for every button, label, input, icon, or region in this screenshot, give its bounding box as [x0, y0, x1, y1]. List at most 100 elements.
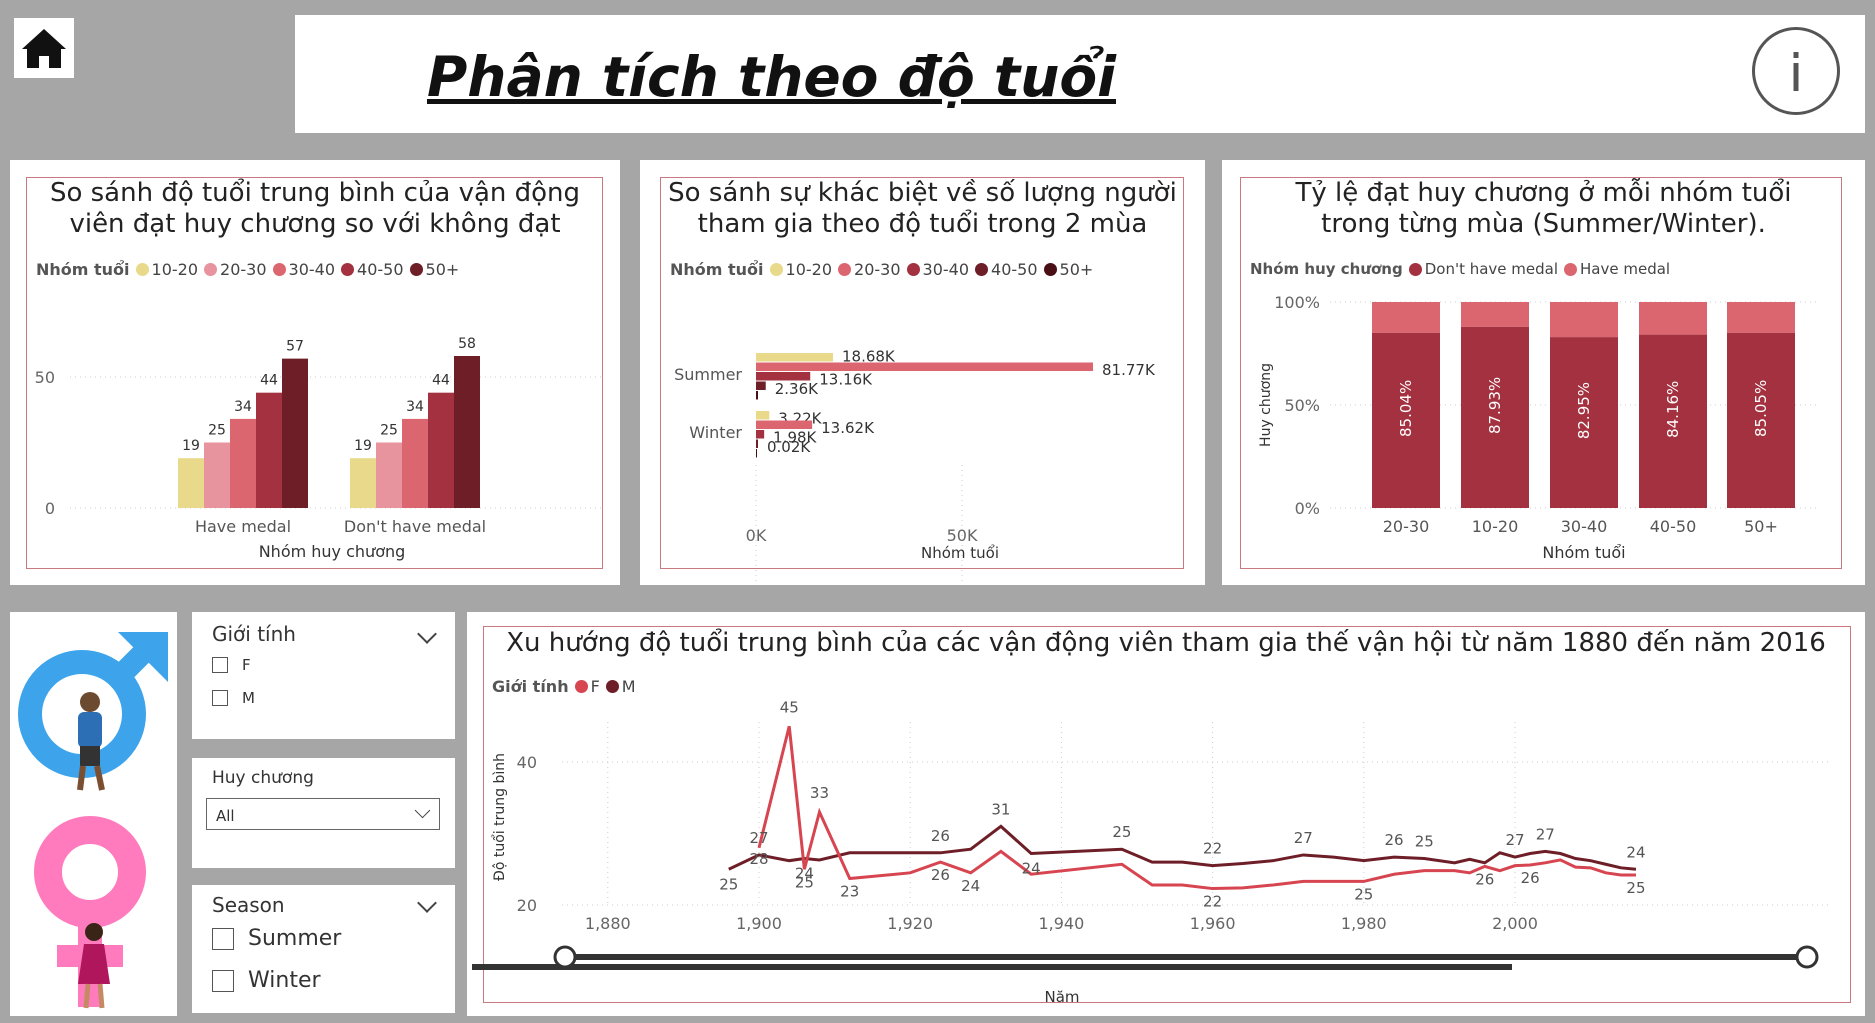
x-tick-label: 30-40	[1561, 517, 1608, 536]
gender-option-m[interactable]: M	[212, 689, 255, 707]
chart3-title: Tỷ lệ đạt huy chương ở mỗi nhóm tuổi tro…	[1295, 178, 1792, 240]
chart1-legend-item[interactable]: 50+	[409, 260, 459, 279]
chart1-legend-title: Nhóm tuổi	[36, 260, 130, 279]
x-axis-title: Năm	[1044, 988, 1079, 1006]
bar[interactable]	[178, 458, 204, 508]
bar[interactable]	[756, 362, 1093, 372]
chart3-legend: Nhóm huy chương Don't have medal Have meda…	[1250, 260, 1676, 278]
x-tick-label: 1,940	[1038, 914, 1084, 933]
bar[interactable]	[756, 430, 765, 439]
bar[interactable]	[756, 411, 770, 420]
medal-dropdown[interactable]: All	[206, 798, 440, 830]
chart3-legend-item[interactable]: Don't have medal	[1408, 260, 1558, 278]
data-label: 26	[1384, 831, 1403, 849]
chart2-legend-item[interactable]: 10-20	[769, 260, 832, 279]
legend-dot	[204, 263, 218, 276]
y-axis-title: Độ tuổi trung bình	[491, 753, 508, 881]
y-tick-label: 100%	[1274, 293, 1320, 312]
chart3-plot: 0% 50% 100% Huy chương 85.04% 20-30 87.93% 10-2…	[1258, 293, 1820, 562]
data-label: 57	[286, 339, 304, 355]
bar-dont-have-medal[interactable]	[1461, 326, 1529, 508]
bar-dont-have-medal[interactable]	[1639, 334, 1707, 508]
gender-option-f[interactable]: F	[212, 656, 251, 674]
home-button[interactable]	[14, 18, 74, 78]
y-tick-label: 40	[517, 753, 537, 772]
chart1-title: So sánh độ tuổi trung bình của vận động …	[49, 178, 581, 240]
bar[interactable]	[756, 353, 833, 362]
bar[interactable]	[756, 381, 766, 391]
data-label: 45	[780, 698, 799, 716]
bar[interactable]	[376, 442, 402, 508]
x-tick-label: Have medal	[195, 517, 291, 536]
legend-dot	[975, 263, 989, 276]
chevron-down-icon[interactable]	[417, 893, 437, 913]
chart2-legend-item[interactable]: 20-30	[838, 260, 901, 279]
data-label: 85.04%	[1397, 380, 1415, 437]
x-axis-title: Nhóm huy chương	[259, 542, 406, 561]
chart2-title: So sánh sự khác biệt về số lượng người t…	[668, 178, 1177, 240]
legend-dot	[605, 680, 619, 693]
bar-have-medal[interactable]	[1639, 302, 1707, 335]
chart1-plot: 0 50 19 25 34 44 57 Have medal 19 25 34 44 58 Don't h…	[35, 336, 605, 561]
chevron-down-icon[interactable]	[417, 624, 437, 644]
gender-slicer: Giới tính F M	[192, 612, 455, 739]
bar-have-medal[interactable]	[1550, 302, 1618, 338]
chart1-legend-item[interactable]: 30-40	[272, 260, 335, 279]
bar[interactable]	[756, 391, 758, 400]
legend-label: 30-40	[922, 260, 970, 279]
chart2-legend-item[interactable]: 50+	[1043, 260, 1093, 279]
x-tick-label: 1,900	[736, 914, 782, 933]
data-label: 87.93%	[1486, 377, 1504, 434]
bar[interactable]	[428, 392, 454, 508]
y-axis-title: Huy chương	[1258, 363, 1274, 447]
data-label: 34	[234, 399, 252, 415]
bar[interactable]	[282, 358, 308, 508]
data-label: 18.68K	[842, 348, 896, 366]
data-label: 1.98K	[773, 429, 817, 447]
season-option-winter[interactable]: Winter	[212, 968, 321, 993]
info-button[interactable]	[1752, 27, 1840, 115]
data-label: 25	[208, 422, 226, 438]
male-symbol-icon	[18, 632, 168, 791]
bar[interactable]	[756, 420, 813, 430]
bar-have-medal[interactable]	[1727, 302, 1795, 333]
bar[interactable]	[454, 356, 480, 508]
chart4-legend-item[interactable]: M	[605, 677, 636, 696]
chart2-panel: So sánh sự khác biệt về số lượng người t…	[640, 160, 1205, 585]
data-label: 85.05%	[1752, 380, 1770, 437]
gender-image-panel	[10, 612, 177, 1016]
series-line-f[interactable]	[757, 725, 1636, 891]
bar[interactable]	[756, 372, 811, 381]
bar-have-medal[interactable]	[1461, 302, 1529, 327]
chart3-legend-item[interactable]: Have medal	[1564, 260, 1670, 278]
bar[interactable]	[230, 418, 256, 508]
data-label: 24	[1626, 843, 1645, 861]
bar-dont-have-medal[interactable]	[1372, 332, 1440, 508]
season-option-summer[interactable]: Summer	[212, 926, 341, 951]
x-tick-label: 20-30	[1383, 517, 1430, 536]
chart2-legend-item[interactable]: 40-50	[975, 260, 1038, 279]
chart1-legend-item[interactable]: 20-30	[204, 260, 267, 279]
bar[interactable]	[402, 418, 428, 508]
data-label: 26	[1475, 870, 1494, 888]
chart2-legend-item[interactable]: 30-40	[906, 260, 970, 279]
bar[interactable]	[350, 458, 376, 508]
data-label: 27	[749, 829, 768, 847]
chart1-legend-item[interactable]: 10-20	[135, 260, 198, 279]
bar[interactable]	[204, 442, 230, 508]
bar-have-medal[interactable]	[1372, 302, 1440, 333]
data-label: 26	[931, 827, 950, 845]
chart1-legend-item[interactable]: 40-50	[341, 260, 404, 279]
series-line-m[interactable]	[728, 824, 1637, 871]
bar[interactable]	[256, 392, 282, 508]
y-tick-label: Winter	[689, 423, 742, 442]
season-slicer: Season Summer Winter	[192, 885, 455, 1013]
bar-dont-have-medal[interactable]	[1550, 337, 1618, 508]
chart4-legend-item[interactable]: F	[574, 677, 600, 696]
bar[interactable]	[756, 439, 758, 449]
x-tick-label: 40-50	[1650, 517, 1697, 536]
bar[interactable]	[756, 449, 757, 458]
bar-dont-have-medal[interactable]	[1727, 332, 1795, 508]
x-tick-label: 10-20	[1472, 517, 1519, 536]
data-label: 13.16K	[819, 371, 873, 389]
